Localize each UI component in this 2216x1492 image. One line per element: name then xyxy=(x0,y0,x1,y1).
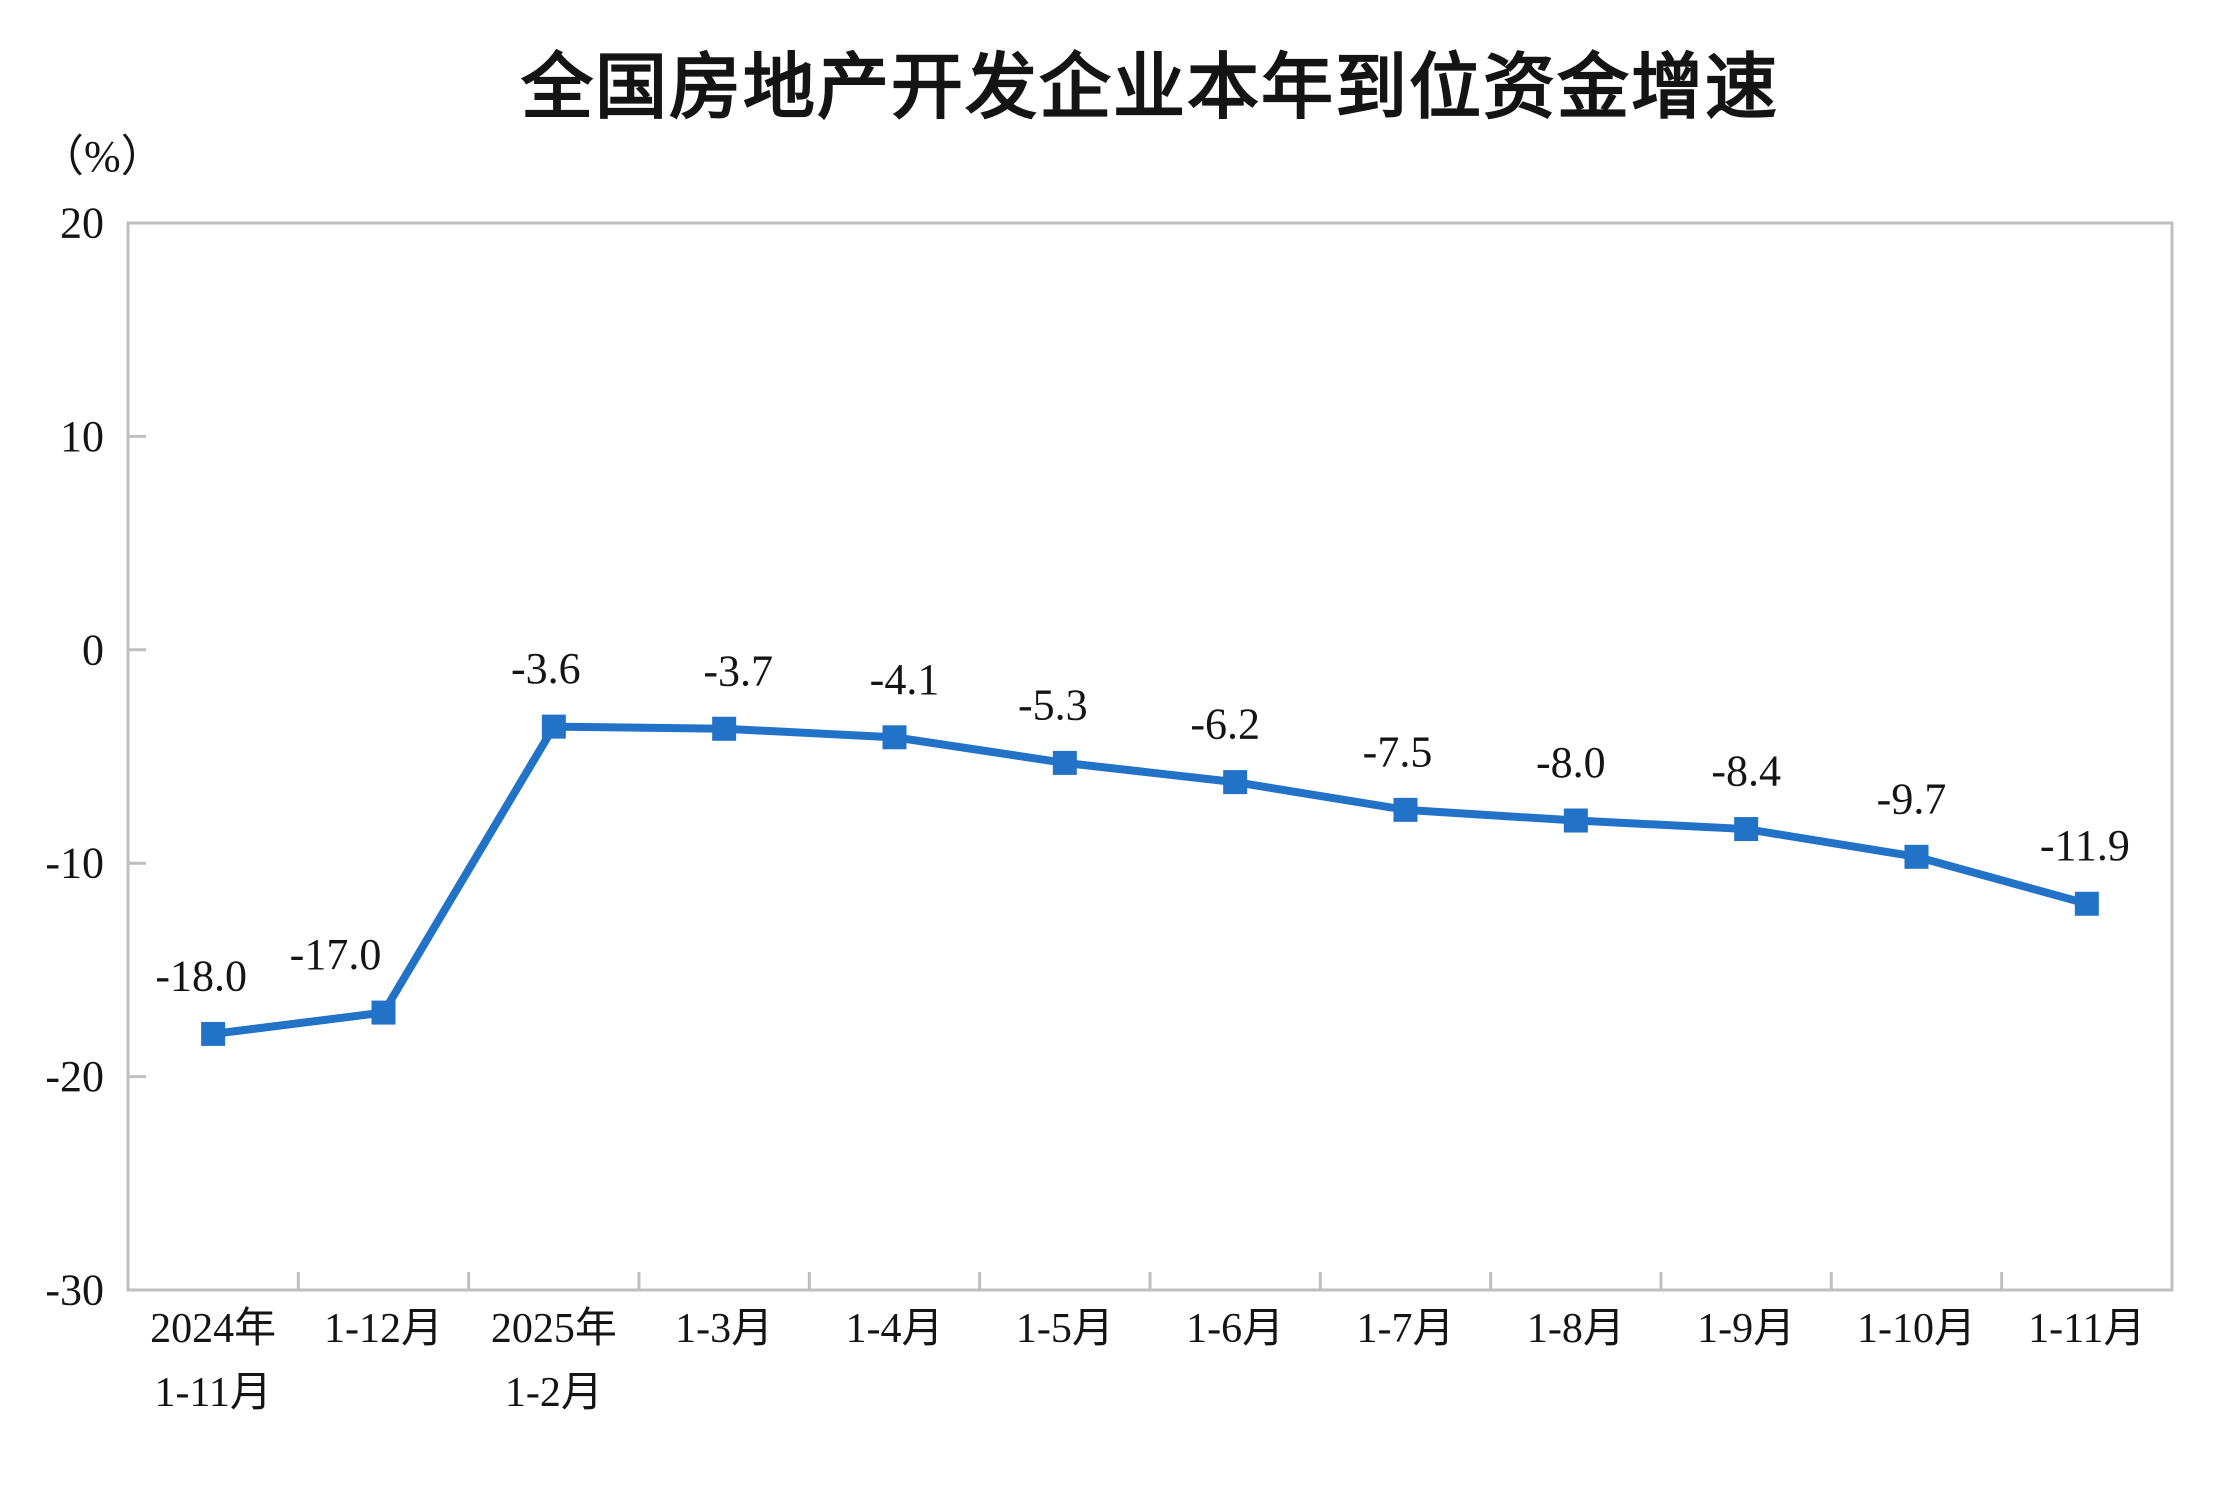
data-point-label: -7.5 xyxy=(1363,727,1433,776)
data-point-marker xyxy=(882,725,907,750)
data-point-marker xyxy=(1734,817,1759,842)
chart-title: 全国房地产开发企业本年到位资金增速 xyxy=(520,48,1779,128)
data-point-label: -11.9 xyxy=(2040,821,2130,870)
x-axis-label: 1-10月 xyxy=(1857,1306,1976,1352)
data-point-marker xyxy=(1904,844,1929,869)
y-axis-tick-label: 20 xyxy=(60,199,104,248)
data-point-label: -9.7 xyxy=(1877,774,1947,823)
data-point-marker xyxy=(371,1000,396,1025)
x-axis-label: 2024年 1-11月 xyxy=(150,1305,276,1416)
data-point-label: -3.6 xyxy=(511,644,581,693)
x-axis-label: 1-5月 xyxy=(1016,1306,1114,1352)
data-point-label: -8.0 xyxy=(1536,738,1606,787)
y-axis-tick-label: 10 xyxy=(60,412,104,461)
data-point-label: -5.3 xyxy=(1018,680,1088,729)
data-point-marker xyxy=(712,716,737,741)
data-point-marker xyxy=(541,714,566,739)
x-axis-label: 2025年 1-2月 xyxy=(491,1305,617,1416)
data-point-marker xyxy=(1052,750,1077,775)
y-axis-tick-label: -20 xyxy=(45,1052,104,1101)
data-point-label: -3.7 xyxy=(703,646,773,695)
data-point-label: -6.2 xyxy=(1190,700,1260,749)
x-axis-label: 1-11月 xyxy=(2028,1306,2145,1352)
data-point-marker xyxy=(1563,808,1588,833)
data-point-label: -8.4 xyxy=(1711,747,1781,796)
y-axis-tick-label: 0 xyxy=(82,625,104,674)
data-point-marker xyxy=(1393,797,1418,822)
data-point-label: -17.0 xyxy=(290,930,382,979)
y-axis-tick-label: -30 xyxy=(45,1266,104,1315)
data-point-label: -4.1 xyxy=(870,655,940,704)
data-point-marker xyxy=(1223,770,1248,795)
x-axis-label: 1-8月 xyxy=(1527,1306,1625,1352)
data-point-marker xyxy=(201,1021,226,1046)
plot-border xyxy=(126,221,2174,1292)
data-line xyxy=(212,722,2088,1038)
x-axis-label: 1-6月 xyxy=(1186,1306,1284,1352)
x-axis-label: 1-12月 xyxy=(324,1306,443,1352)
y-axis-tick-label: -10 xyxy=(45,839,104,888)
x-axis-label: 1-3月 xyxy=(675,1306,773,1352)
y-axis-unit-label: （%） xyxy=(40,132,165,181)
data-point-label: -18.0 xyxy=(155,951,247,1000)
x-axis-label: 1-4月 xyxy=(846,1306,944,1352)
data-point-marker xyxy=(2074,891,2099,916)
x-axis-label: 1-9月 xyxy=(1697,1306,1795,1352)
x-axis-label: 1-7月 xyxy=(1357,1306,1455,1352)
